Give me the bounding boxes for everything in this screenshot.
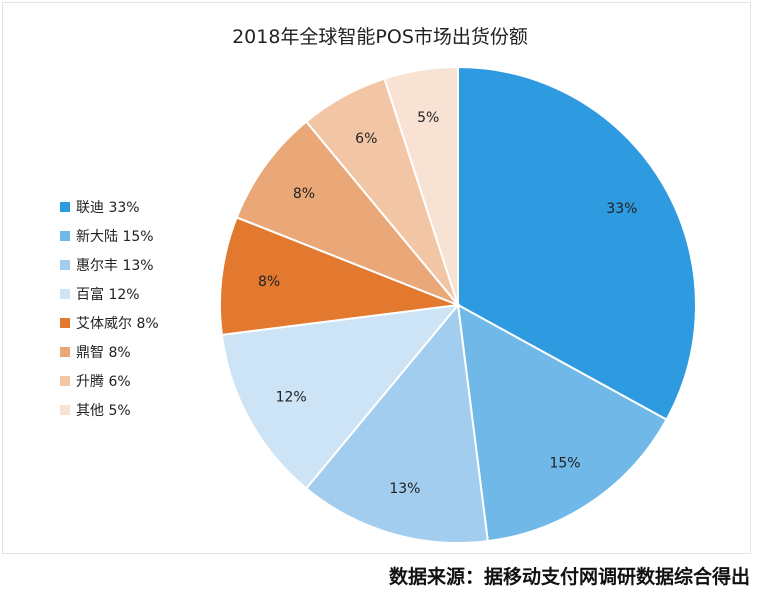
pie-slice — [456, 303, 668, 543]
data-label: 15% — [549, 455, 580, 471]
legend-swatch — [60, 317, 70, 328]
legend-label: 升腾 6% — [76, 373, 131, 390]
legend-item: 鼎智 8% — [60, 337, 159, 366]
legend-label: 百富 12% — [76, 286, 140, 303]
data-label: 5% — [417, 110, 439, 126]
legend-item: 新大陆 15% — [60, 221, 159, 250]
legend-swatch — [60, 404, 70, 415]
pie-slice — [219, 216, 459, 336]
legend-swatch — [60, 259, 70, 270]
data-label: 12% — [276, 390, 307, 406]
pie-slice — [457, 65, 697, 422]
legend-swatch — [60, 201, 70, 212]
legend-item: 联迪 33% — [60, 192, 159, 221]
chart-title: 2018年全球智能POS市场出货份额 — [232, 26, 528, 48]
pie-slice — [220, 303, 461, 490]
pie-slice — [235, 120, 459, 306]
data-label: 8% — [293, 186, 315, 202]
legend-swatch — [60, 288, 70, 299]
legend-label: 鼎智 8% — [76, 344, 131, 361]
legend-label: 联迪 33% — [76, 199, 140, 216]
legend-item: 其他 5% — [60, 395, 159, 424]
legend-swatch — [60, 230, 70, 241]
data-label: 13% — [389, 481, 420, 497]
legend-item: 惠尔丰 13% — [60, 250, 159, 279]
legend-swatch — [60, 346, 70, 357]
chart-frame — [2, 2, 751, 554]
source-note: 数据来源：据移动支付网调研数据综合得出 — [388, 566, 750, 588]
data-label: 8% — [258, 274, 280, 290]
legend-swatch — [60, 375, 70, 386]
data-label: 6% — [355, 131, 377, 147]
legend-label: 其他 5% — [76, 402, 131, 419]
data-label: 33% — [606, 201, 637, 217]
legend-item: 百富 12% — [60, 279, 159, 308]
pie-slice — [383, 65, 459, 306]
pie-slice — [304, 302, 489, 544]
legend-label: 惠尔丰 13% — [76, 257, 154, 274]
legend-label: 艾体威尔 8% — [76, 315, 159, 332]
legend-label: 新大陆 15% — [76, 228, 154, 245]
legend-item: 艾体威尔 8% — [60, 308, 159, 337]
legend-item: 升腾 6% — [60, 366, 159, 395]
legend: 联迪 33% 新大陆 15% 惠尔丰 13% 百富 12% 艾体威尔 8% 鼎智 8% 升腾… — [60, 192, 159, 424]
